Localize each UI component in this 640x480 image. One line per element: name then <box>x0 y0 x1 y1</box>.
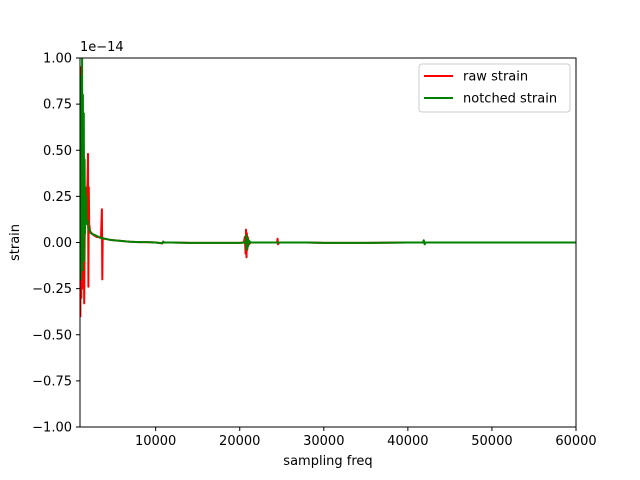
x-tick-label: 20000 <box>219 434 260 449</box>
series-line-1 <box>80 58 576 281</box>
y-tick-label: 0.00 <box>43 236 72 251</box>
y-axis-ticks: −1.00 −0.75 −0.50 −0.25 0.00 0.25 0.50 0.75 1.00 <box>32 52 80 436</box>
y-tick-label: −0.75 <box>32 374 72 389</box>
x-tick-label: 40000 <box>387 434 428 449</box>
y-tick-label: −1.00 <box>32 421 72 436</box>
legend-label: raw strain <box>463 70 528 85</box>
series-layer <box>80 58 576 318</box>
x-tick-label: 10000 <box>135 434 176 449</box>
y-tick-label: 0.50 <box>43 144 72 159</box>
x-tick-label: 30000 <box>303 434 344 449</box>
x-tick-label: 60000 <box>555 434 596 449</box>
x-axis-ticks: 10000 20000 30000 40000 50000 60000 <box>135 427 597 449</box>
x-axis-label: sampling freq <box>283 454 372 469</box>
legend-box <box>418 63 571 113</box>
y-axis-label: strain <box>8 224 23 261</box>
x-tick-label: 50000 <box>471 434 512 449</box>
legend-label: notched strain <box>463 92 557 107</box>
y-tick-label: −0.50 <box>32 328 72 343</box>
legend: raw strain notched strain <box>418 63 571 113</box>
y-tick-label: 0.25 <box>43 190 72 205</box>
y-tick-label: 0.75 <box>43 98 72 113</box>
y-axis-offset-label: 1e−14 <box>80 40 124 55</box>
y-tick-label: 1.00 <box>43 52 72 67</box>
y-tick-label: −0.25 <box>32 282 72 297</box>
